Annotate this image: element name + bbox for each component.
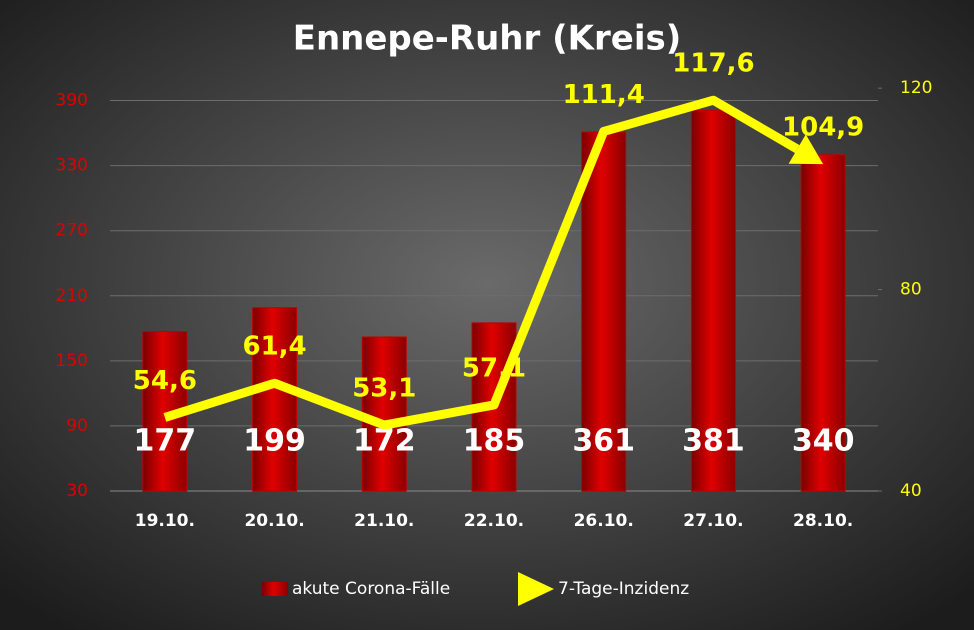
- bar-value-label: 199: [243, 424, 306, 459]
- y2-tick-label: 80: [900, 280, 922, 300]
- x-tick-label: 21.10.: [354, 511, 414, 531]
- bar-value-label: 185: [463, 424, 526, 459]
- legend-swatch: [262, 582, 288, 596]
- y-tick-label: 330: [56, 156, 88, 176]
- y-tick-label: 210: [56, 286, 88, 306]
- line-value-label: 54,6: [133, 366, 197, 396]
- bar-value-label: 340: [792, 424, 855, 459]
- line-value-label: 104,9: [782, 113, 864, 143]
- bar: [800, 154, 846, 492]
- x-tick-label: 28.10.: [793, 511, 853, 531]
- chart-title: Ennepe-Ruhr (Kreis): [293, 19, 682, 59]
- x-tick-label: 27.10.: [683, 511, 743, 531]
- y-tick-label: 150: [56, 351, 88, 371]
- y2-tick-label: 40: [900, 481, 922, 501]
- x-tick-label: 20.10.: [244, 511, 304, 531]
- x-tick-label: 26.10.: [574, 511, 634, 531]
- bar-value-label: 177: [134, 424, 197, 459]
- y-tick-label: 390: [56, 91, 88, 111]
- y-tick-label: 270: [56, 221, 88, 241]
- legend-label: 7-Tage-Inzidenz: [558, 579, 689, 599]
- line-value-label: 57,1: [462, 353, 526, 383]
- x-tick-label: 19.10.: [135, 511, 195, 531]
- line-value-label: 53,1: [352, 374, 416, 404]
- x-tick-label: 22.10.: [464, 511, 524, 531]
- bar: [581, 131, 627, 492]
- legend-swatch: [518, 572, 554, 606]
- legend-label: akute Corona-Fälle: [292, 579, 450, 599]
- line-value-label: 111,4: [563, 80, 645, 110]
- line-arrowhead: [788, 134, 824, 165]
- line-value-label: 117,6: [672, 49, 754, 79]
- bar: [361, 336, 407, 492]
- bar-value-label: 361: [572, 424, 635, 459]
- line-value-label: 61,4: [242, 332, 306, 362]
- bar-value-label: 381: [682, 424, 745, 459]
- y2-tick-label: 120: [900, 78, 932, 98]
- bar: [690, 109, 736, 492]
- line: [163, 95, 800, 430]
- bar: [252, 307, 298, 492]
- y-tick-label: 30: [66, 481, 88, 501]
- y-tick-label: 90: [66, 416, 88, 436]
